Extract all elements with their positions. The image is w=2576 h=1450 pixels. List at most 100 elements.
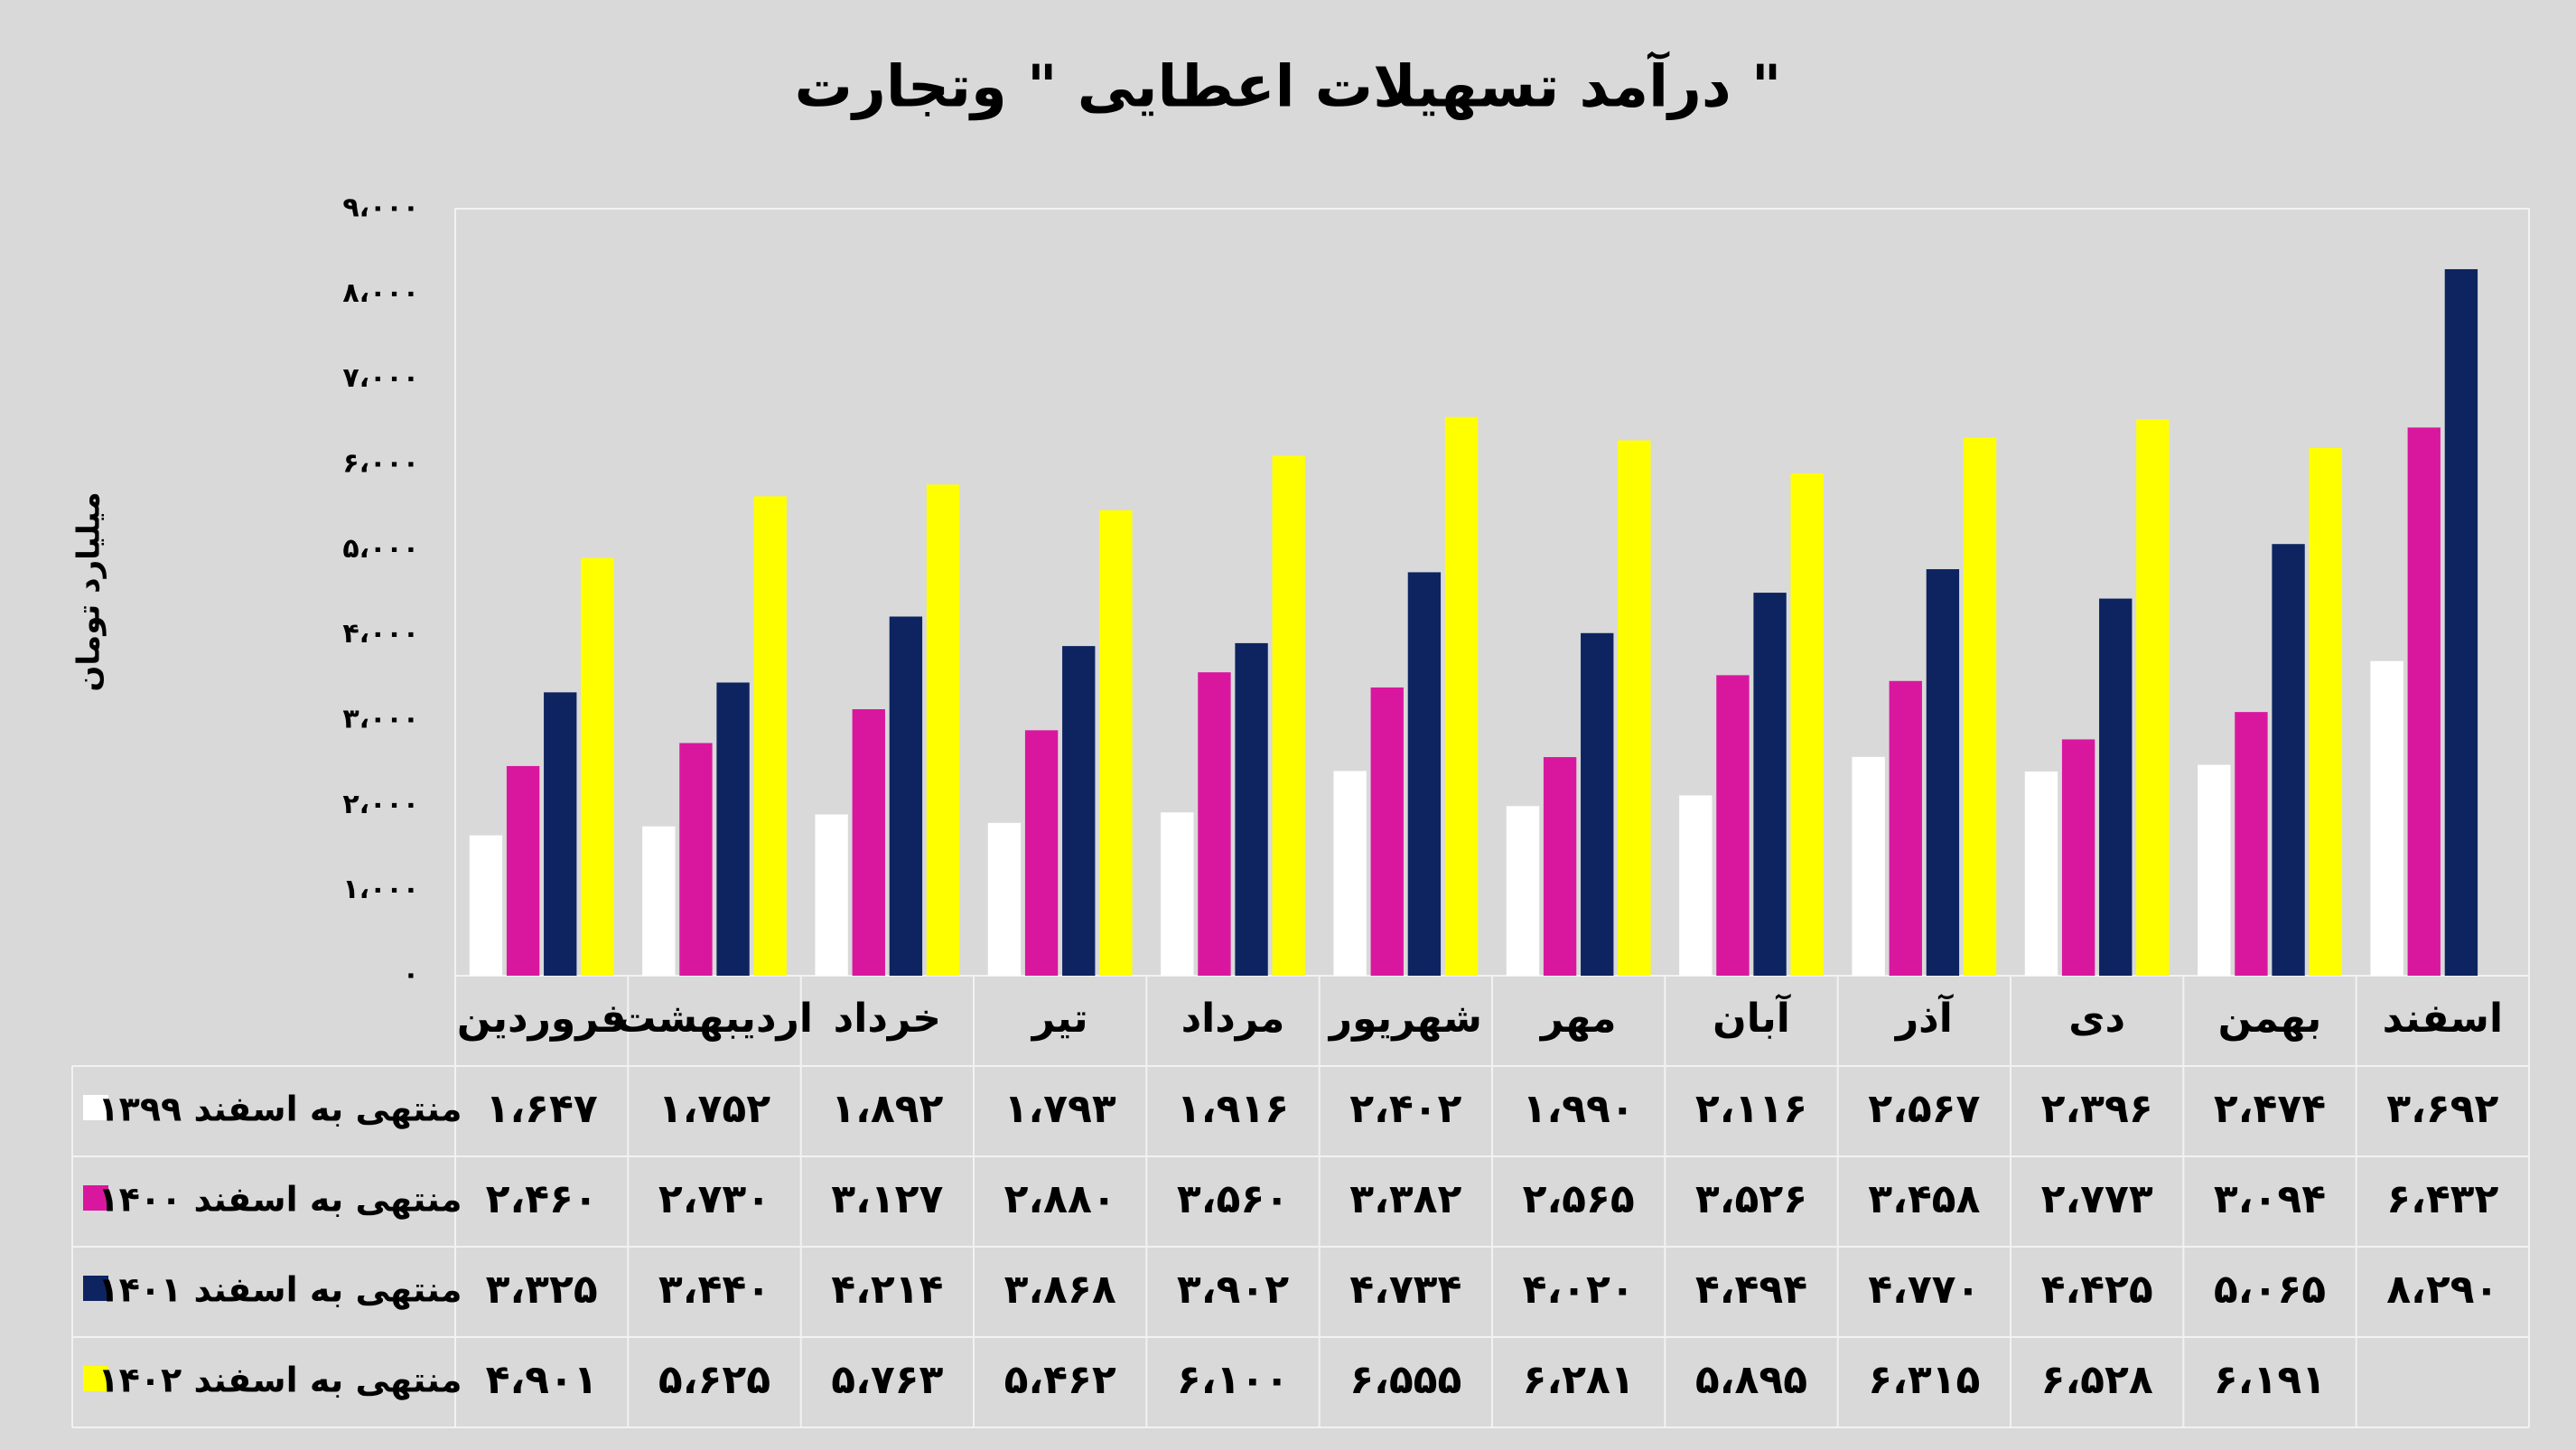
- data-label: ۲،۷۷۳: [2041, 1176, 2153, 1222]
- data-label: ۳،۹۰۲: [1177, 1267, 1289, 1313]
- data-label: ۶،۵۲۸: [2041, 1357, 2153, 1403]
- bar: [1407, 572, 1442, 976]
- bar: [1889, 680, 1922, 976]
- bar: [1543, 757, 1577, 976]
- bar: [2136, 419, 2170, 976]
- x-tick-label: اردیبهشت: [616, 996, 813, 1042]
- y-tick-label: ۹،۰۰۰: [342, 192, 419, 224]
- data-label: ۳،۴۵۸: [1868, 1176, 1980, 1222]
- bar: [2235, 712, 2268, 976]
- y-tick-label: ۴،۰۰۰: [342, 618, 419, 650]
- x-tick-label: فروردین: [457, 996, 627, 1042]
- data-label: ۴،۷۷۰: [1868, 1267, 1980, 1313]
- bar: [1272, 455, 1305, 977]
- x-tick-label: تیر: [1031, 996, 1088, 1042]
- data-label: ۵،۶۲۵: [658, 1357, 770, 1403]
- y-axis-label: میلیارد تومان: [71, 491, 107, 691]
- bar: [544, 692, 577, 976]
- data-label: ۴،۴۲۵: [2041, 1267, 2153, 1313]
- y-tick-label: ۶،۰۰۰: [342, 448, 419, 480]
- y-tick-label: ۳،۰۰۰: [342, 704, 419, 735]
- bar: [642, 826, 676, 976]
- bar: [852, 709, 885, 976]
- bar: [1581, 632, 1614, 976]
- bar: [753, 496, 787, 976]
- data-label: ۳،۵۲۶: [1695, 1176, 1807, 1222]
- data-label: ۶،۳۱۵: [1868, 1357, 1980, 1403]
- x-tick-label: شهریور: [1328, 996, 1482, 1042]
- bar: [1024, 730, 1059, 976]
- bar: [2370, 660, 2403, 976]
- bar: [1370, 687, 1404, 976]
- data-label: ۱،۹۹۰: [1523, 1086, 1635, 1132]
- data-label: ۵،۷۶۳: [831, 1357, 943, 1403]
- legend-key: [83, 1366, 108, 1391]
- legend-key: [83, 1185, 108, 1211]
- data-label: ۲،۷۳۰: [658, 1176, 770, 1222]
- data-label: ۶،۵۵۵: [1349, 1357, 1461, 1403]
- bar: [1444, 416, 1479, 976]
- data-label: ۳،۶۹۲: [2386, 1086, 2498, 1132]
- chart-title: درآمد تسهیلات اعطایی " وتجارت ": [795, 51, 1782, 121]
- bar: [1963, 437, 1997, 976]
- data-label: ۲،۵۶۷: [1868, 1086, 1980, 1132]
- data-label: ۶،۲۸۱: [1523, 1357, 1635, 1403]
- bar: [2198, 764, 2231, 976]
- bar: [581, 557, 614, 976]
- x-tick-label: بهمن: [2218, 996, 2322, 1042]
- legend-label: منتهی به اسفند ۱۴۰۰: [98, 1180, 462, 1220]
- y-tick-label: ۰: [403, 959, 419, 991]
- legend-key: [83, 1095, 108, 1120]
- bar: [926, 484, 960, 976]
- data-label: ۶،۱۰۰: [1177, 1357, 1289, 1403]
- bar: [815, 814, 848, 976]
- bar: [889, 616, 923, 976]
- bar: [1716, 675, 1750, 976]
- bar: [1679, 795, 1713, 976]
- x-tick-label: خرداد: [834, 996, 941, 1042]
- bar: [2099, 598, 2133, 976]
- data-label: ۳،۸۶۸: [1004, 1267, 1116, 1313]
- data-label: ۲،۳۹۶: [2041, 1086, 2153, 1132]
- bar: [1926, 569, 1960, 976]
- data-label: ۴،۷۳۴: [1349, 1267, 1461, 1313]
- data-label: ۵،۴۶۲: [1004, 1357, 1116, 1403]
- bar: [1618, 440, 1651, 977]
- data-label: ۱،۷۵۲: [658, 1086, 770, 1132]
- bar: [1333, 771, 1367, 976]
- data-label: ۱،۹۱۶: [1177, 1086, 1289, 1132]
- bar: [2407, 427, 2441, 976]
- data-label: ۴،۴۹۴: [1695, 1267, 1807, 1313]
- data-label: ۳،۳۲۵: [486, 1267, 598, 1313]
- x-tick-label: مرداد: [1181, 996, 1285, 1042]
- data-label: ۶،۱۹۱: [2214, 1357, 2326, 1403]
- bar: [1790, 472, 1824, 976]
- data-label: ۵،۸۹۵: [1695, 1357, 1807, 1403]
- data-label: ۳،۱۲۷: [831, 1176, 943, 1222]
- data-label: ۶،۴۳۲: [2386, 1176, 2498, 1222]
- data-label: ۴،۹۰۱: [486, 1357, 598, 1403]
- data-label: ۱،۷۹۳: [1004, 1086, 1116, 1132]
- y-tick-label: ۸،۰۰۰: [342, 277, 419, 309]
- data-label: ۱،۶۴۷: [486, 1086, 598, 1132]
- legend-label: منتهی به اسفند ۱۴۰۲: [98, 1361, 462, 1400]
- data-label: ۸،۲۹۰: [2386, 1267, 2498, 1313]
- data-label: ۳،۴۴۰: [658, 1267, 770, 1313]
- data-label: ۳،۰۹۴: [2214, 1176, 2326, 1222]
- data-label: ۳،۵۶۰: [1177, 1176, 1289, 1222]
- bar: [1062, 646, 1096, 976]
- data-label: ۱،۸۹۲: [831, 1086, 943, 1132]
- bar: [1099, 510, 1133, 976]
- x-tick-label: آبان: [1713, 993, 1791, 1042]
- y-tick-label: ۲،۰۰۰: [342, 789, 419, 820]
- data-label: ۲،۴۶۰: [486, 1176, 598, 1222]
- bar: [2272, 544, 2305, 976]
- data-label: ۴،۲۱۴: [831, 1267, 943, 1313]
- bar: [2024, 771, 2058, 976]
- bar: [1506, 806, 1540, 976]
- data-label: ۳،۳۸۲: [1349, 1176, 1461, 1222]
- x-tick-label: دی: [2068, 996, 2125, 1042]
- data-label: ۵،۰۶۵: [2214, 1267, 2326, 1313]
- y-tick-label: ۵،۰۰۰: [342, 533, 419, 565]
- x-tick-label: اسفند: [2383, 996, 2503, 1042]
